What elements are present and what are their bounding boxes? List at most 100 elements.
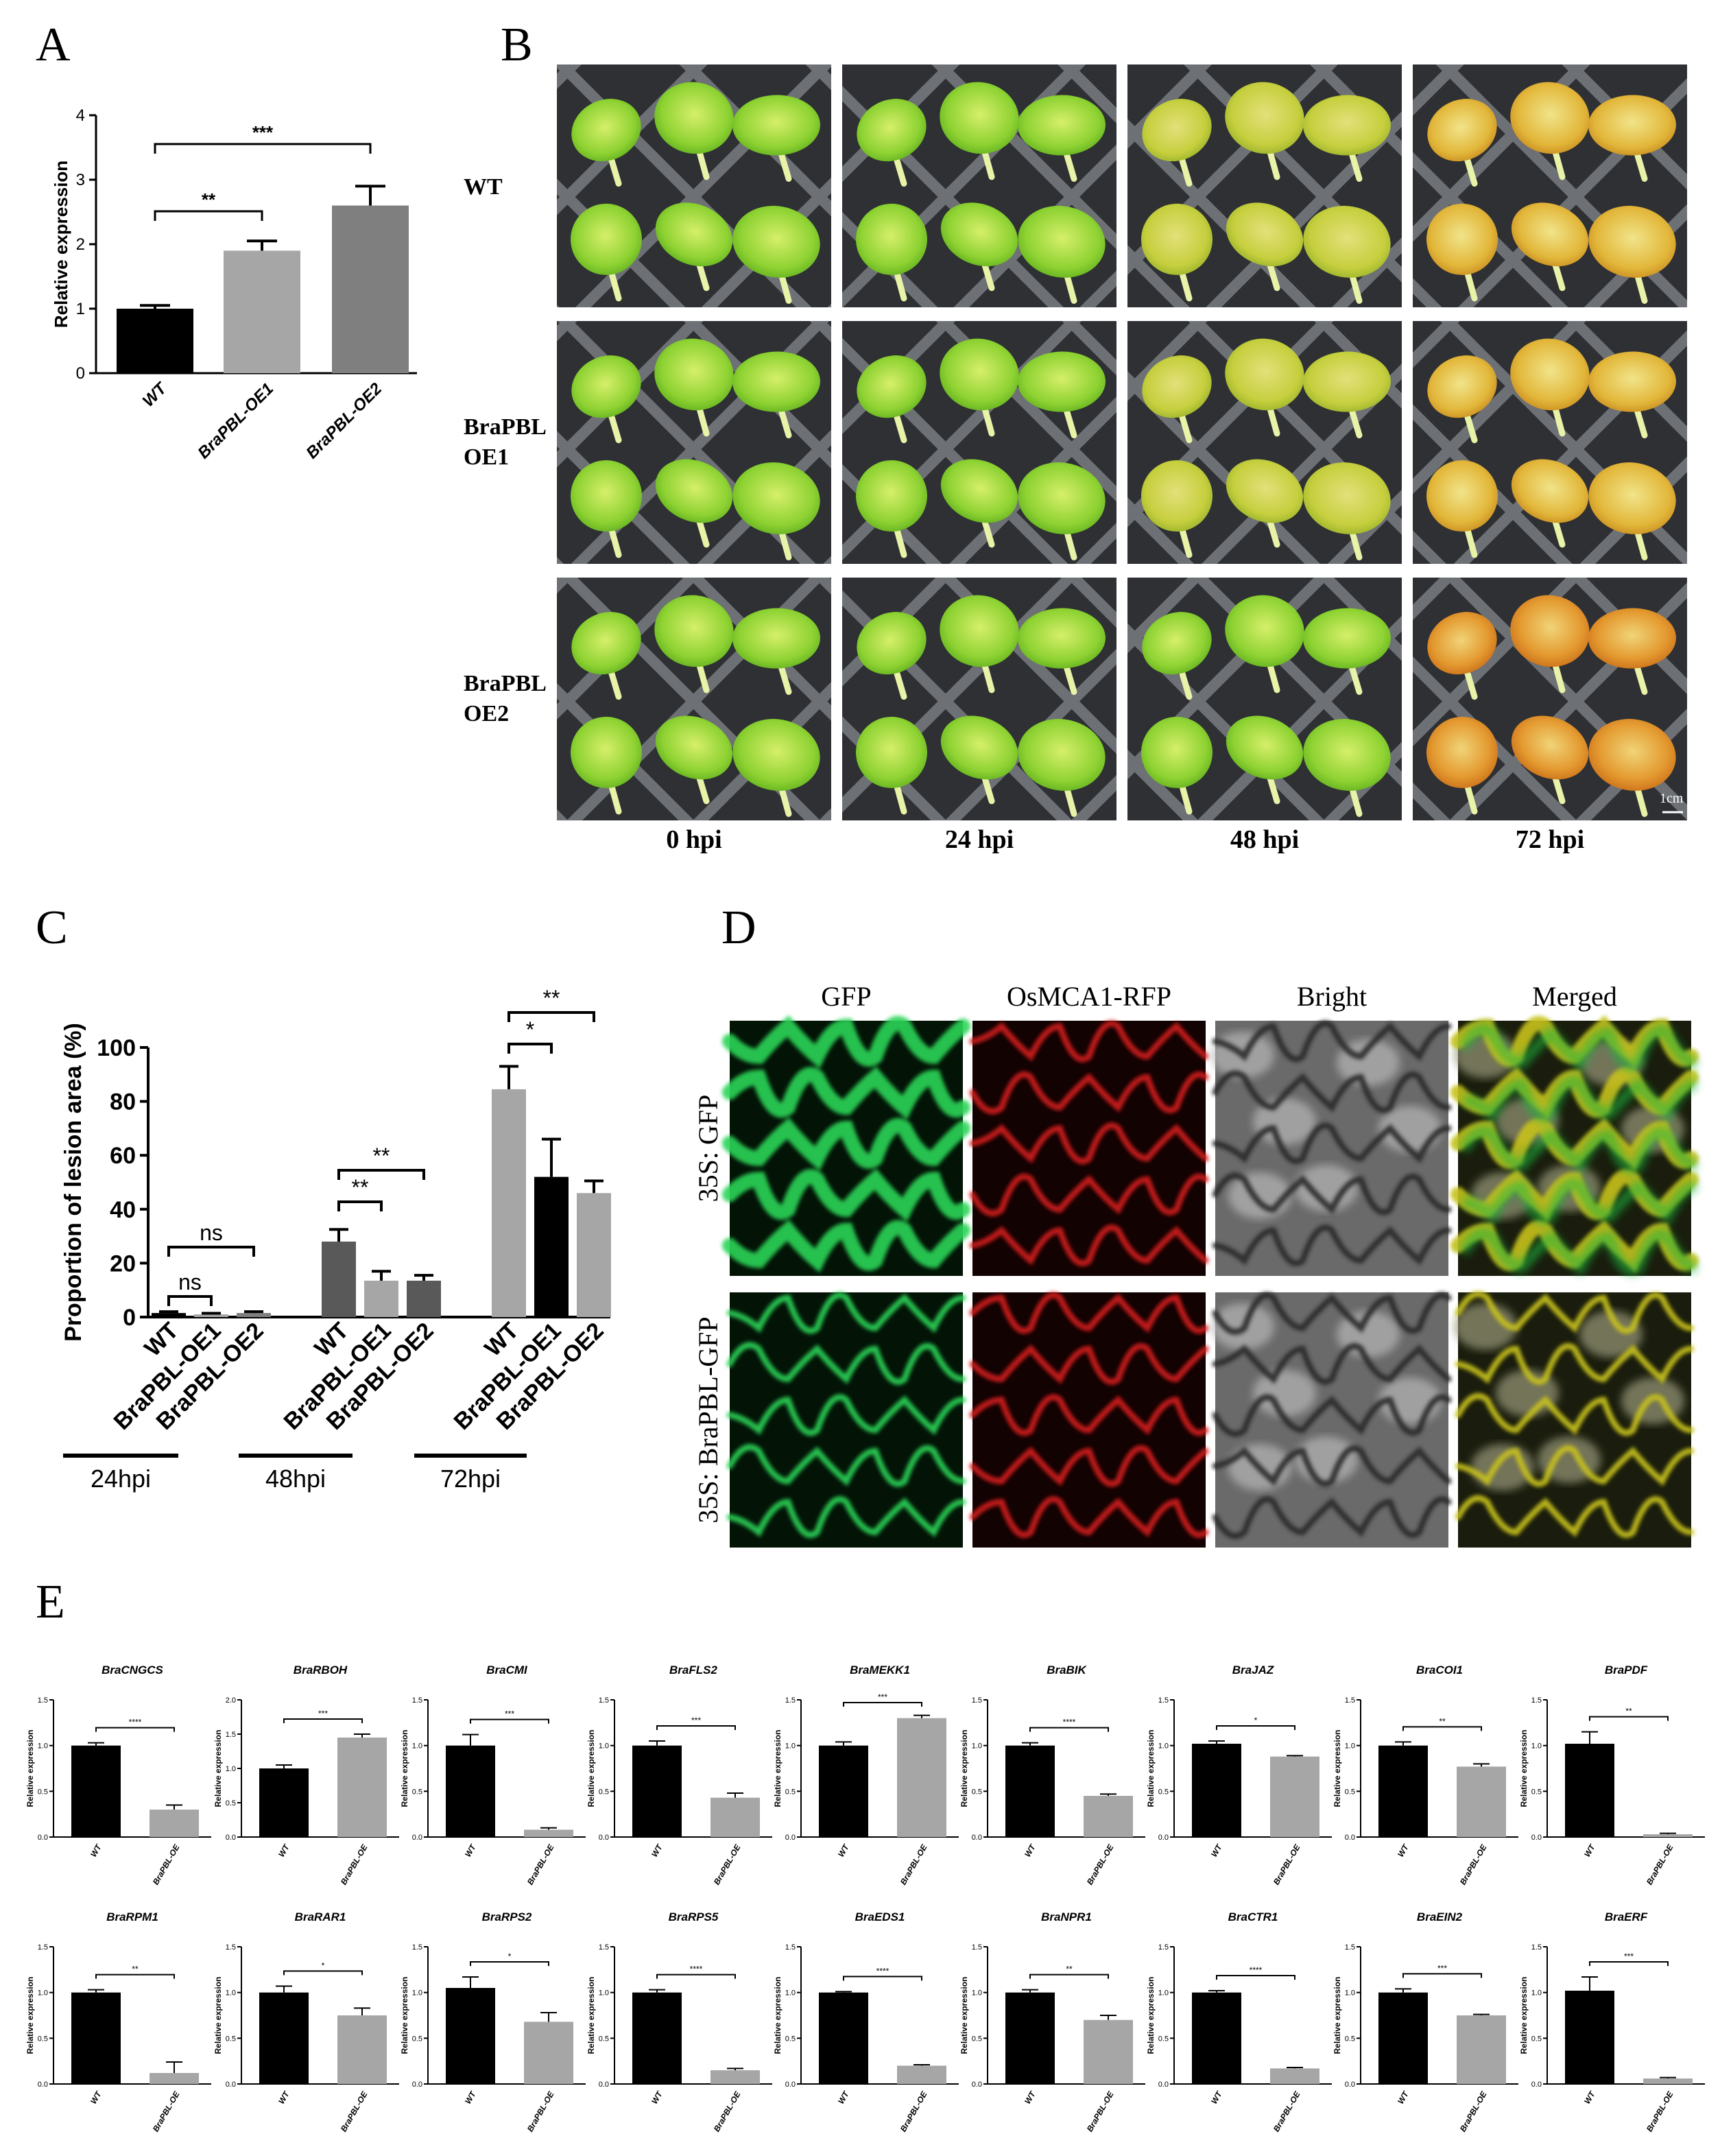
- leaf-disc: [1511, 715, 1589, 780]
- leaf-disc: [1588, 719, 1676, 791]
- row-label-line2: OE2: [464, 701, 509, 726]
- y-tick-label: 0.0: [38, 2081, 48, 2089]
- significance-bracket: [95, 1727, 175, 1732]
- y-axis-label: Relative expression: [959, 1730, 969, 1808]
- x-tick-label: WT: [1582, 2089, 1597, 2106]
- x-tick-label: WT: [1209, 2089, 1224, 2106]
- y-axis-label: Relative expression: [1333, 1977, 1342, 2054]
- y-tick-label: 0.5: [1531, 1788, 1542, 1796]
- mini-chart-BraBIK: BraBIK 0.0 0.5 1.0 1.5 Relative expression WT B…: [959, 1663, 1145, 1886]
- leaf-disc: [1018, 206, 1106, 278]
- leaf-disc: [1426, 716, 1498, 788]
- mini-chart-title: BraPDF: [1605, 1663, 1648, 1677]
- bar-24hpi-BraPBL-OE2: [237, 1313, 271, 1317]
- significance-bracket: [656, 1725, 736, 1730]
- bar-WT: [1192, 1992, 1241, 2084]
- x-tick-label: BraPBL-OE: [1458, 1843, 1489, 1886]
- micrograph-merged-r2: [1454, 1290, 1695, 1548]
- y-axis-label: Relative expression: [586, 1730, 596, 1808]
- bar-WT: [71, 1745, 121, 1837]
- y-tick-label: 1.0: [412, 1989, 422, 1998]
- y-axis-label: Relative expression: [773, 1730, 783, 1808]
- significance-label: **: [1439, 1716, 1446, 1726]
- significance-label: ***: [252, 122, 274, 143]
- y-axis-label: Relative expression: [25, 1977, 35, 2054]
- mini-chart-BraEDS1: BraEDS1 0.0 0.5 1.0 1.5 Relative expression WT…: [773, 1910, 959, 2133]
- bar-WT: [819, 1992, 868, 2084]
- bar-WT: [632, 1745, 682, 1837]
- mini-chart-title: BraEIN2: [1417, 1910, 1463, 1923]
- leaf-disc: [655, 459, 733, 523]
- column-label: 72 hpi: [1516, 825, 1584, 854]
- y-tick-label: 0.5: [599, 1788, 609, 1796]
- cell-wall-signal: [722, 1015, 970, 1273]
- mini-chart-title: BraCNGCS: [101, 1663, 163, 1677]
- row-label: WT: [464, 174, 503, 200]
- x-tick-label: BraPBL-OE1: [194, 379, 277, 462]
- significance-bracket: [507, 1011, 595, 1022]
- leaf-disc: [857, 99, 927, 162]
- leaf-disc: [1225, 82, 1304, 154]
- bar-WT: [71, 1992, 121, 2084]
- column-label: GFP: [821, 981, 871, 1012]
- y-axis-label: Relative expression: [773, 1977, 783, 2054]
- mini-chart-BraRPS5: BraRPS5 0.0 0.5 1.0 1.5 Relative expression WT…: [586, 1910, 772, 2133]
- cell-body: [1253, 1370, 1316, 1417]
- column-label: 48 hpi: [1230, 825, 1299, 854]
- cell-body: [1579, 1311, 1643, 1358]
- leaf-disc: [1426, 460, 1498, 532]
- bar-BraPBL-OE: [1457, 1766, 1506, 1837]
- panel-d-label: D: [721, 901, 756, 954]
- y-tick-label: 0.0: [412, 2081, 422, 2089]
- mini-chart-title: BraJAZ: [1232, 1663, 1274, 1677]
- significance-bracket: [1216, 1975, 1295, 1980]
- significance-label: ***: [1624, 1952, 1634, 1961]
- y-tick-label: 0.5: [1158, 1788, 1169, 1796]
- x-tick-label: BraPBL-OE: [151, 1843, 182, 1886]
- leaf-disc: [571, 203, 642, 275]
- y-tick-label: 0: [123, 1305, 136, 1331]
- x-tick-label: WT: [836, 1842, 851, 1859]
- y-tick-label: 1.0: [38, 1742, 48, 1751]
- significance-bracket: [283, 1970, 363, 1976]
- micrograph-background: [972, 1021, 1206, 1276]
- mini-chart-title: BraFLS2: [669, 1663, 717, 1677]
- y-tick-label: 0.0: [785, 2081, 796, 2089]
- significance-bracket: [283, 1718, 363, 1723]
- y-tick-label: 0.5: [1345, 1788, 1355, 1796]
- x-tick-label: WT: [1582, 1842, 1597, 1859]
- micrograph-bright-r2: [1211, 1292, 1452, 1548]
- leaf-disc: [1142, 99, 1212, 162]
- panel-d-microscopy-grid: 35S: GFP 35S: BraPBL-GFP GFP OsMCA1-RFP Brig…: [693, 981, 1699, 1548]
- cell-wall-signal: [1455, 1290, 1695, 1539]
- y-tick-label: 1.5: [785, 1943, 796, 1952]
- y-tick-label: 60: [110, 1143, 136, 1169]
- bar-BraPBL-OE: [337, 1738, 387, 1837]
- column-label: 24 hpi: [945, 825, 1014, 854]
- y-tick-label: 2: [76, 235, 85, 254]
- leaf-disc: [1141, 716, 1213, 788]
- bar-BraPBL-OE: [150, 2073, 199, 2084]
- bar-WT: [446, 1988, 495, 2084]
- significance-label: ****: [876, 1966, 889, 1976]
- leaf-disc: [1018, 95, 1106, 156]
- bar-BraPBL-OE: [1457, 2015, 1506, 2084]
- mini-chart-title: BraRBOH: [294, 1663, 348, 1677]
- y-tick-label: 0.5: [785, 1788, 796, 1796]
- bar-WT: [1565, 1744, 1614, 1837]
- bar-BraPBL-OE: [897, 2065, 946, 2084]
- y-axis-label: Proportion of lesion area (%): [60, 1023, 86, 1342]
- y-tick-label: 0.5: [785, 2035, 796, 2043]
- panel-a-chart: 0 1 2 3 4 Relative expression WT BraPBL-OE1 BraP…: [51, 106, 417, 462]
- significance-label: *: [322, 1960, 325, 1970]
- significance-label: ****: [129, 1718, 142, 1727]
- y-axis-label: Relative expression: [1333, 1730, 1342, 1808]
- y-tick-label: 0.5: [38, 1788, 48, 1796]
- leaf-disc: [1141, 203, 1213, 275]
- row-label: 35S: GFP: [693, 1095, 724, 1203]
- column-label: Merged: [1532, 981, 1617, 1012]
- mini-chart-title: BraBIK: [1047, 1663, 1087, 1677]
- bar-BraPBL-OE: [1643, 2078, 1693, 2084]
- leaf-disc: [1226, 202, 1304, 267]
- micrograph-gfp-r2: [726, 1292, 966, 1548]
